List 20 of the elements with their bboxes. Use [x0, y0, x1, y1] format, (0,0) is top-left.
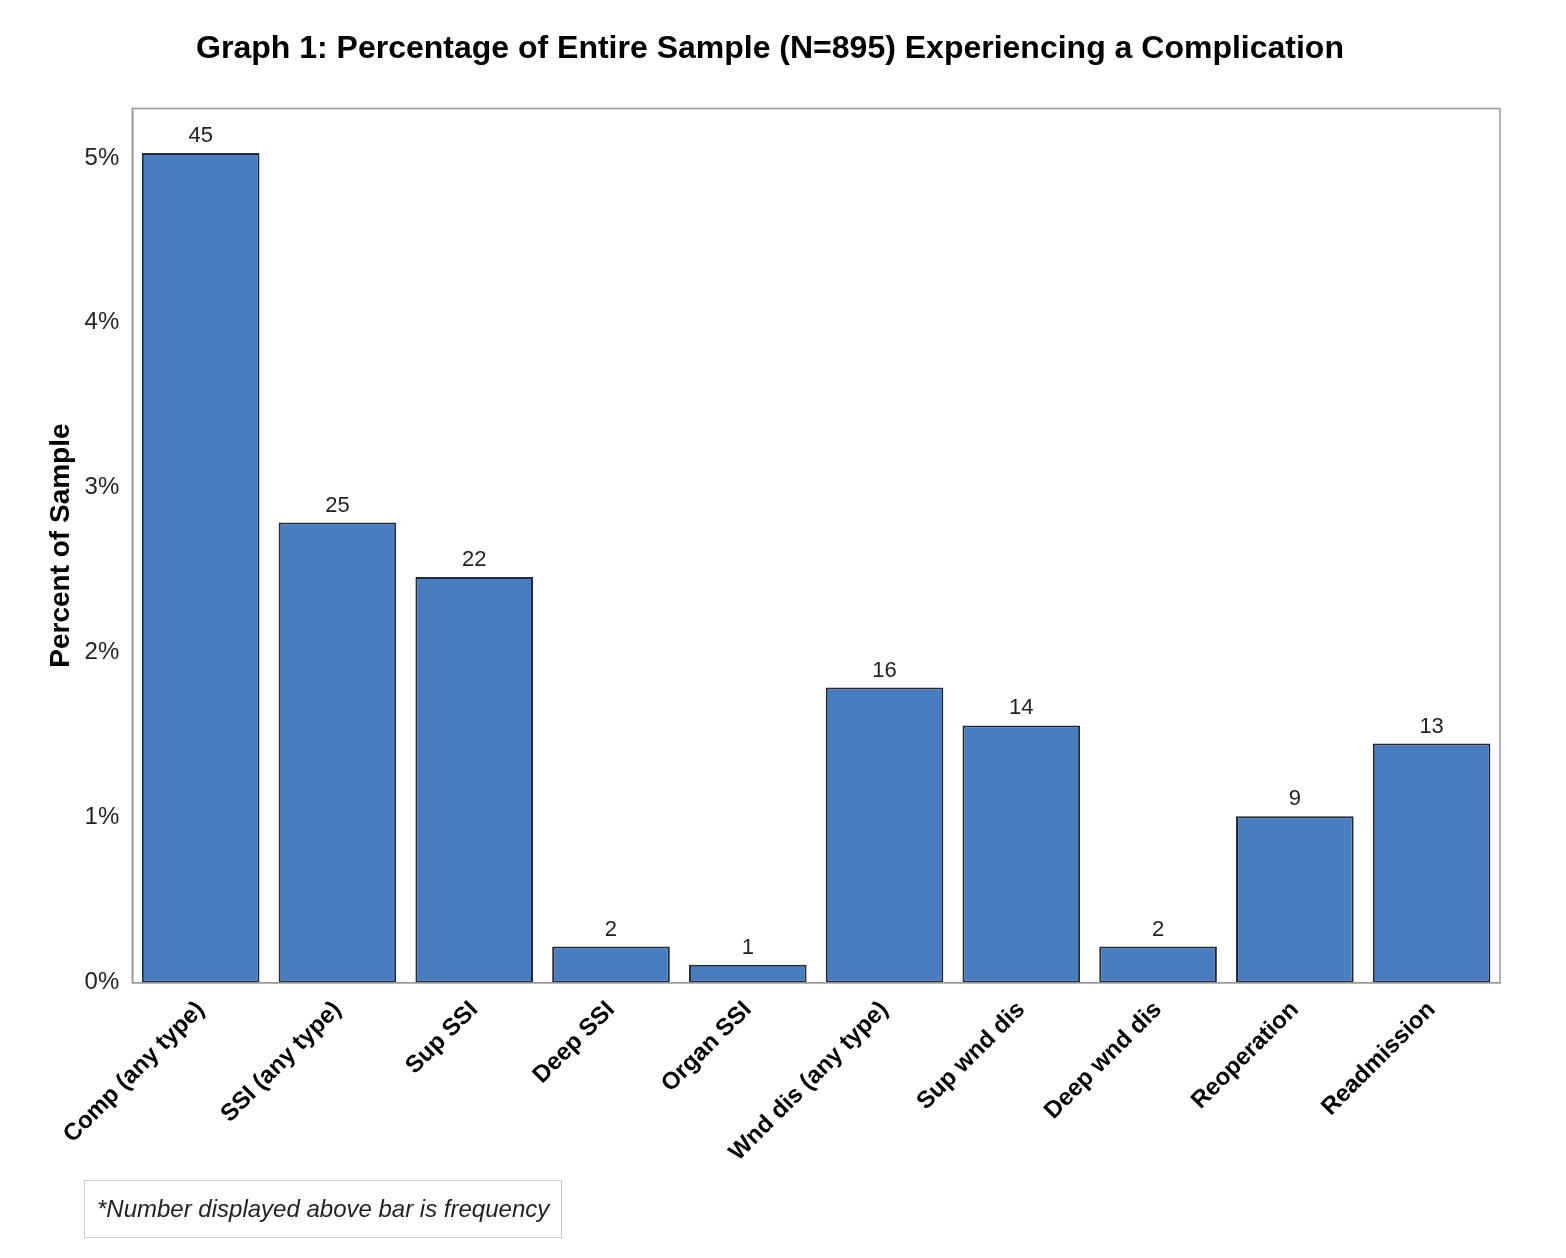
annotation: 9: [1288, 785, 1301, 811]
annotation: 22: [461, 546, 487, 571]
y-tick-label: 1%: [84, 802, 120, 830]
annotation: 1: [741, 933, 754, 959]
y-axis-title: Percent of Sample: [43, 423, 75, 668]
annotation: 2: [1151, 915, 1165, 941]
y-tick-label: 0%: [84, 967, 120, 995]
y-tick-label: 3%: [84, 472, 120, 500]
annotation: 14: [1009, 694, 1034, 720]
annotation: 45: [188, 122, 213, 148]
y-tick-label: 4%: [84, 307, 120, 335]
y-tick-label: 2%: [84, 637, 120, 665]
chart-title: Graph 1: Percentage of Entire Sample (N=895) Experiencing a Complication: [196, 29, 1344, 66]
y-tick-label: 5%: [84, 142, 120, 170]
text: *Number displayed above bar is frequency: [84, 1180, 563, 1238]
annotation: 16: [872, 656, 897, 682]
annotation: 25: [325, 491, 350, 517]
annotation: 2: [604, 915, 618, 941]
x-tick-label: Sup SSI: [399, 995, 483, 1079]
annotation: 13: [1419, 712, 1444, 738]
